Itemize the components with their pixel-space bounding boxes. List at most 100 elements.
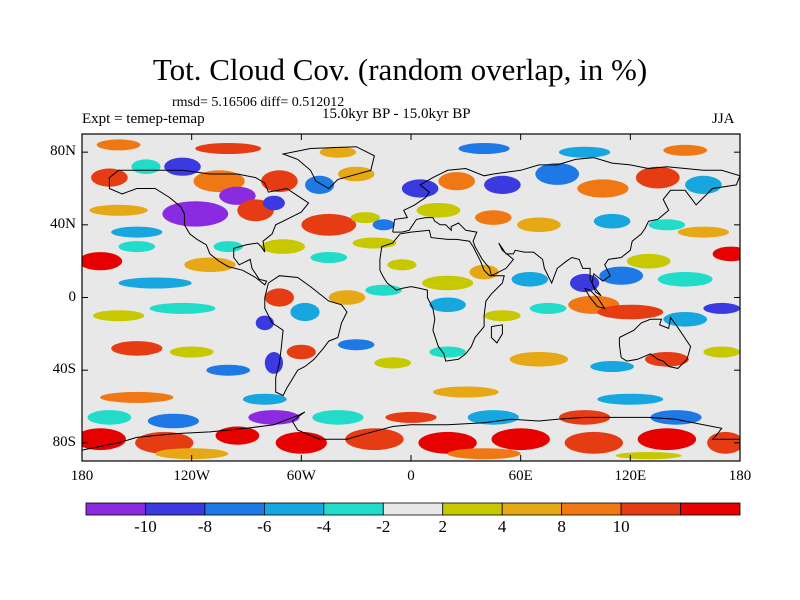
anomaly-region bbox=[87, 410, 132, 425]
anomaly-region bbox=[626, 253, 671, 269]
anomaly-region bbox=[184, 257, 236, 273]
anomaly-region bbox=[458, 143, 510, 154]
anomaly-region bbox=[261, 239, 305, 254]
anomaly-region bbox=[475, 210, 512, 225]
anomaly-region bbox=[374, 357, 412, 369]
anomaly-region bbox=[301, 213, 357, 236]
anomaly-region bbox=[663, 144, 708, 156]
anomaly-region bbox=[162, 201, 229, 227]
anomaly-region bbox=[447, 448, 521, 460]
anomaly-region bbox=[535, 163, 580, 185]
coastline-layer bbox=[82, 146, 740, 451]
anomaly-region bbox=[310, 252, 348, 263]
colorbar-swatch bbox=[442, 502, 503, 516]
anomaly-region bbox=[438, 172, 476, 191]
anomaly-region bbox=[637, 428, 697, 451]
coast-greenland bbox=[281, 146, 375, 190]
colorbar-swatch bbox=[680, 502, 741, 516]
longitude-label: 60E bbox=[508, 468, 533, 484]
longitude-label: 60W bbox=[286, 468, 316, 484]
anomaly-region bbox=[657, 272, 713, 287]
coast-antarctica bbox=[82, 411, 740, 451]
colorbar-swatch bbox=[620, 502, 681, 516]
anomaly-region bbox=[511, 272, 549, 287]
anomaly-region bbox=[484, 310, 521, 322]
coast-australia bbox=[618, 316, 692, 369]
anomaly-region bbox=[169, 346, 214, 358]
colorbar-swatch bbox=[145, 502, 206, 516]
anomaly-region bbox=[469, 264, 499, 280]
latitude-label: 80N bbox=[50, 143, 76, 160]
anomaly-region bbox=[467, 410, 519, 425]
plot-title: Tot. Cloud Cov. (random overlap, in %) bbox=[152, 52, 648, 87]
colorbar-label: 8 bbox=[557, 517, 566, 536]
anomaly-region bbox=[677, 226, 730, 238]
latitude-label: 0 bbox=[68, 288, 77, 305]
latitude-label: 40N bbox=[50, 215, 76, 232]
anomaly-region bbox=[195, 143, 262, 154]
anomaly-region bbox=[564, 431, 623, 454]
colorbar-label: 4 bbox=[497, 517, 507, 536]
anomaly-region bbox=[118, 277, 192, 289]
anomaly-region bbox=[118, 241, 156, 253]
anomaly-region bbox=[312, 410, 364, 425]
anomaly-region bbox=[712, 246, 740, 262]
anomaly-region bbox=[703, 302, 740, 314]
experiment-label: Expt = temep-temap bbox=[82, 111, 205, 127]
colorbar-label: -6 bbox=[257, 517, 272, 536]
anomaly-region bbox=[147, 413, 199, 429]
anomaly-region bbox=[155, 448, 229, 460]
colorbar-swatch bbox=[382, 502, 444, 516]
anomaly-region bbox=[213, 241, 243, 253]
anomaly-region bbox=[707, 431, 740, 454]
longitude-label: 180 bbox=[728, 468, 752, 484]
coast-eurasia bbox=[392, 157, 740, 297]
anomaly-region bbox=[111, 341, 163, 356]
anomaly-region bbox=[345, 428, 404, 451]
anomaly-region bbox=[93, 310, 145, 322]
anomaly-region bbox=[135, 431, 194, 454]
longitude-label: 180 bbox=[70, 468, 94, 484]
anomaly-region bbox=[593, 213, 631, 229]
anomaly-region bbox=[286, 344, 316, 360]
anomaly-region bbox=[262, 195, 285, 211]
colorbar-label: 10 bbox=[612, 517, 630, 536]
colorbar-swatch bbox=[204, 502, 265, 516]
anomaly-region bbox=[529, 302, 567, 314]
anomaly-region bbox=[264, 288, 294, 307]
anomaly-region bbox=[131, 159, 161, 174]
anomaly-region bbox=[577, 179, 629, 198]
anomaly-region bbox=[248, 410, 300, 425]
anomaly-region bbox=[290, 302, 320, 322]
anomaly-region bbox=[242, 393, 287, 405]
anomaly-region bbox=[401, 179, 439, 198]
colorbar-swatch bbox=[323, 502, 384, 516]
anomaly-region bbox=[509, 352, 569, 367]
anomaly-region bbox=[219, 186, 256, 205]
anomaly-region bbox=[111, 226, 163, 238]
anomaly-region bbox=[570, 273, 600, 293]
axis-ticks bbox=[81, 134, 741, 461]
coast-indonesia bbox=[584, 287, 606, 310]
season-label: JJA bbox=[712, 111, 735, 127]
anomaly-region bbox=[89, 204, 148, 216]
anomaly-region bbox=[491, 428, 550, 451]
anomaly-region bbox=[429, 297, 466, 313]
anomaly-region bbox=[206, 364, 251, 376]
anomaly-region bbox=[193, 170, 245, 193]
anomaly-region bbox=[215, 426, 260, 445]
latitude-label: 80S bbox=[52, 433, 76, 450]
anomaly-region bbox=[650, 410, 702, 425]
colorbar-label: -4 bbox=[316, 517, 331, 536]
anomaly-region bbox=[385, 411, 437, 423]
stats-line: rmsd= 5.16506 diff= 0.512012 bbox=[172, 95, 345, 110]
anomaly-region bbox=[337, 339, 375, 351]
longitude-label: 120W bbox=[173, 468, 210, 484]
anomaly-region bbox=[597, 304, 664, 320]
colorbar-label: -2 bbox=[376, 517, 391, 536]
anomaly-region bbox=[261, 170, 298, 193]
anomaly-region bbox=[597, 393, 664, 405]
longitude-label: 0 bbox=[407, 468, 415, 484]
anomaly-region bbox=[703, 346, 740, 358]
